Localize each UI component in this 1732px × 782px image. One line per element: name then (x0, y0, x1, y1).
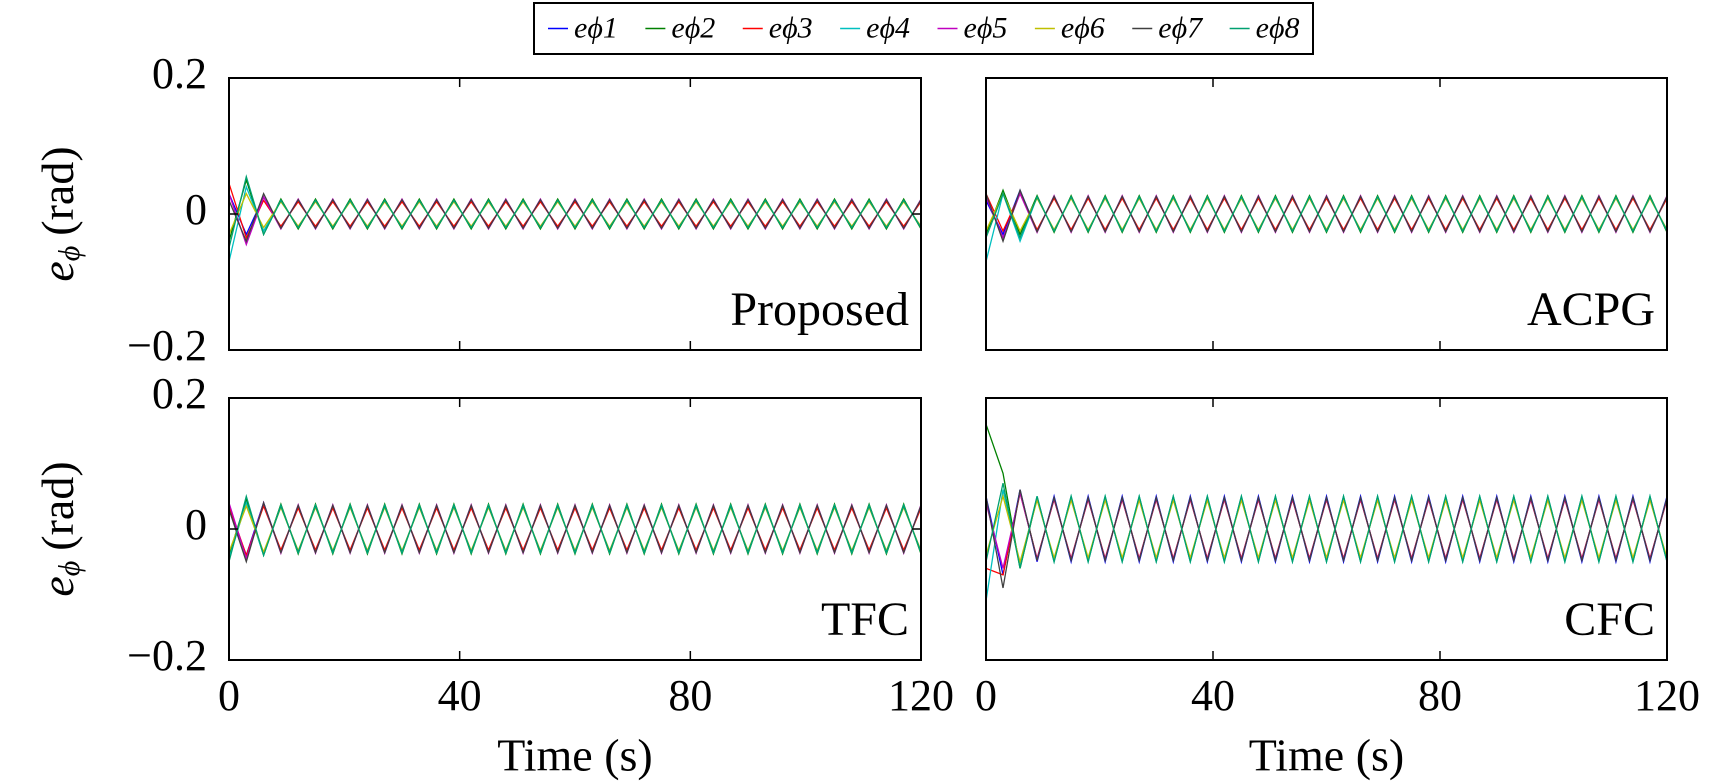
legend-label: eϕ4 (866, 11, 910, 44)
legend-label: eϕ2 (671, 11, 715, 44)
series-line (229, 191, 921, 243)
x-axis-label: Time (s) (1249, 730, 1405, 781)
panel-annotation: CFC (1564, 593, 1655, 646)
x-tick-label: 40 (1191, 671, 1235, 720)
series-line (986, 188, 1667, 244)
x-tick-label: 120 (1634, 671, 1700, 720)
series-line (986, 489, 1667, 589)
y-label-unit: (rad) (32, 461, 83, 550)
legend-label: eϕ3 (769, 11, 813, 44)
x-tick-label: 120 (888, 671, 954, 720)
y-tick-label: −0.2 (127, 631, 207, 680)
y-tick-label: 0.2 (152, 369, 207, 418)
series-line (986, 489, 1667, 602)
y-tick-label: 0.2 (152, 49, 207, 98)
y-label-symbol: e (32, 576, 83, 596)
y-label-symbol: e (32, 261, 83, 281)
series-line (229, 174, 921, 249)
panel-annotation: ACPG (1527, 283, 1655, 336)
series-line (229, 504, 921, 554)
legend-label: eϕ7 (1158, 11, 1204, 44)
series-line (229, 504, 921, 558)
plot-frame (985, 77, 1668, 351)
series-line (986, 493, 1667, 565)
y-label-subscript: ϕ (53, 561, 86, 577)
legend-label: eϕ6 (1061, 11, 1105, 44)
legend-label: eϕ8 (1256, 11, 1300, 44)
series-line (229, 500, 921, 564)
x-tick-label: 40 (438, 671, 482, 720)
y-tick-label: 0 (185, 185, 207, 234)
series-line (986, 192, 1667, 233)
x-tick-label: 0 (975, 671, 997, 720)
series-line (986, 483, 1667, 569)
y-label-unit: (rad) (32, 146, 83, 235)
panel-annotation: Proposed (730, 283, 909, 336)
x-tick-label: 80 (1418, 671, 1462, 720)
y-axis-label: eϕ (rad) (32, 146, 86, 281)
plot-frame (985, 397, 1668, 661)
legend-label: eϕ5 (964, 11, 1008, 44)
plot-frame (228, 397, 922, 661)
panel-annotation: TFC (821, 593, 909, 646)
legend-label: eϕ1 (574, 11, 618, 44)
series-line (229, 500, 921, 558)
series-line (986, 191, 1667, 262)
x-axis-label: Time (s) (497, 730, 653, 781)
y-tick-label: 0 (185, 500, 207, 549)
series-line (229, 177, 921, 242)
x-tick-label: 80 (668, 671, 712, 720)
x-tick-label: 0 (218, 671, 240, 720)
y-tick-label: −0.2 (127, 321, 207, 370)
series-line (229, 493, 921, 562)
y-axis-label: eϕ (rad) (32, 461, 86, 596)
series-line (986, 191, 1667, 240)
y-label-subscript: ϕ (53, 246, 86, 262)
